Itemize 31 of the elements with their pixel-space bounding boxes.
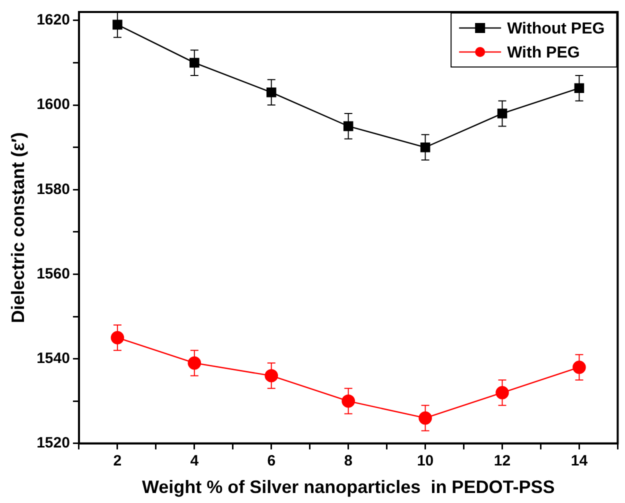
point bbox=[342, 394, 355, 408]
y-tick-label: 1600 bbox=[36, 96, 70, 114]
x-tick-label: 10 bbox=[416, 452, 434, 470]
x-tick-label: 2 bbox=[113, 452, 122, 470]
point bbox=[110, 331, 124, 344]
point bbox=[264, 369, 278, 382]
y-tick-label: 1520 bbox=[36, 434, 70, 452]
x-tick-label: 12 bbox=[494, 452, 511, 470]
point bbox=[420, 142, 430, 152]
point bbox=[188, 356, 202, 370]
legend-label: Without PEG bbox=[507, 20, 605, 38]
point bbox=[266, 87, 276, 98]
point bbox=[418, 411, 432, 425]
legend-label: With PEG bbox=[507, 44, 580, 62]
x-tick-label: 14 bbox=[570, 452, 588, 470]
y-tick-label: 1580 bbox=[36, 180, 70, 198]
point bbox=[112, 20, 122, 30]
point bbox=[497, 108, 508, 118]
point bbox=[496, 386, 509, 400]
point bbox=[574, 83, 584, 94]
point bbox=[343, 121, 354, 132]
x-axis-title: Weight % of Silver nanoparticles in PEDOT-PSS bbox=[142, 477, 555, 498]
y-tick-label: 1560 bbox=[36, 265, 70, 282]
x-tick-label: 6 bbox=[267, 452, 276, 470]
y-axis-title: Dielectric constant (ε′) bbox=[8, 132, 28, 324]
x-tick-label: 4 bbox=[190, 452, 200, 470]
x-tick-label: 8 bbox=[344, 452, 353, 470]
point bbox=[572, 360, 586, 374]
y-tick-label: 1620 bbox=[36, 12, 70, 29]
y-tick-label: 1540 bbox=[36, 350, 70, 367]
point bbox=[190, 58, 200, 68]
